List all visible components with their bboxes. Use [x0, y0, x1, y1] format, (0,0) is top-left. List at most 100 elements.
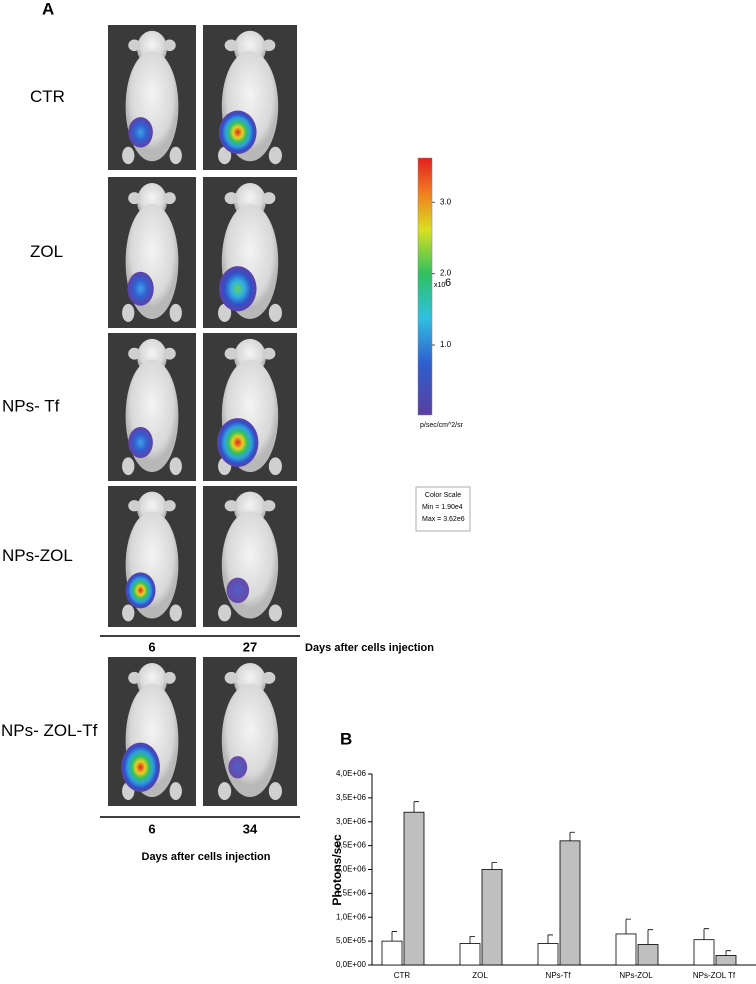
- mouse: [217, 338, 282, 476]
- signal: [228, 756, 248, 779]
- day-label: 6: [148, 821, 155, 836]
- bar: [403, 811, 425, 966]
- mouse-ear: [128, 500, 141, 512]
- error-bar: [569, 831, 575, 841]
- mouse-ear: [128, 671, 141, 684]
- mouse-leg: [268, 604, 282, 622]
- mouse: [122, 30, 182, 165]
- mouse: [218, 662, 282, 801]
- colorbar-multiplier: x10: [434, 282, 445, 289]
- x-tick-label: ZOL: [472, 971, 488, 980]
- day-label: 27: [243, 639, 257, 654]
- colorbar-unit: p/sec/cm^2/sr: [420, 422, 464, 429]
- day-caption: Days after cells injection: [305, 642, 434, 654]
- color-scale-box: [415, 486, 471, 532]
- error-bar: [625, 918, 631, 934]
- mouse-ear: [224, 192, 238, 205]
- error-bar: [413, 801, 419, 813]
- bar: [693, 939, 715, 966]
- x-tick-label: NPs-ZOL Tf: [693, 971, 736, 980]
- colorbar-exponent: 6: [445, 277, 451, 289]
- mouse-ear: [163, 192, 176, 205]
- mouse-leg: [268, 782, 282, 801]
- bar: [615, 933, 637, 966]
- bar: [481, 869, 503, 966]
- mouse-leg: [169, 146, 182, 165]
- mouse-body: [221, 511, 279, 619]
- mouse-ear: [163, 39, 176, 52]
- mouse-ear: [262, 347, 276, 360]
- error-bar: [547, 934, 553, 944]
- mouse-leg: [218, 303, 232, 322]
- mouse-leg: [218, 604, 232, 622]
- panel-label: A: [42, 0, 54, 18]
- colorbar-tick-label: 3.0: [440, 197, 452, 206]
- mouse: [218, 183, 282, 322]
- signal: [217, 418, 259, 467]
- error-bar: [725, 950, 731, 956]
- mouse-leg: [268, 457, 282, 476]
- signal: [226, 577, 250, 604]
- signal: [218, 110, 257, 155]
- mouse-ear: [128, 192, 141, 205]
- mouse: [218, 30, 282, 165]
- mouse-body: [221, 683, 279, 798]
- mouse-ear: [128, 347, 141, 360]
- mouse-leg: [169, 457, 182, 476]
- error-bar: [491, 861, 497, 870]
- row-label: NPs- Tf: [2, 396, 60, 415]
- x-tick-label: NPs-ZOL: [619, 971, 653, 980]
- y-tick-label: 5,0E+05: [336, 936, 367, 945]
- error-bar: [647, 929, 653, 945]
- signal: [128, 426, 153, 459]
- mouse-ear: [262, 671, 276, 684]
- mouse-leg: [169, 782, 182, 801]
- mouse-leg: [218, 146, 232, 165]
- mouse-leg: [268, 303, 282, 322]
- y-tick-label: 1,0E+06: [336, 912, 367, 921]
- x-tick-label: CTR: [394, 971, 411, 980]
- y-axis-label: Photons/sec: [330, 834, 344, 906]
- y-tick-label: 0,0E+00: [336, 960, 367, 969]
- mouse-leg: [169, 303, 182, 322]
- y-tick-label: 2,5E+06: [336, 841, 367, 850]
- bar: [459, 943, 481, 966]
- mouse-leg: [169, 604, 182, 622]
- bar: [715, 955, 737, 966]
- color-scale-text: Max = 3.62e6: [422, 516, 465, 523]
- row-label: NPs- ZOL-Tf: [1, 721, 98, 740]
- x-tick-label: NPs-Tf: [546, 971, 572, 980]
- mouse: [122, 338, 182, 476]
- error-bar: [469, 935, 475, 944]
- mouse-ear: [224, 500, 238, 512]
- mouse: [121, 662, 182, 801]
- color-scale-text: Min = 1.90e4: [422, 504, 463, 511]
- bar: [537, 943, 559, 966]
- mouse-ear: [163, 671, 176, 684]
- row-label: ZOL: [30, 242, 63, 261]
- row-label: CTR: [30, 87, 65, 106]
- mouse-leg: [122, 604, 135, 622]
- mouse-ear: [163, 347, 176, 360]
- mouse-ear: [262, 192, 276, 205]
- mouse: [122, 183, 182, 322]
- y-tick-label: 3,0E+06: [336, 817, 367, 826]
- y-tick-label: 1,5E+06: [336, 888, 367, 897]
- colorbar-tick-label: 2.0: [440, 269, 452, 278]
- row-label: NPs-ZOL: [2, 546, 73, 565]
- mouse-ear: [128, 39, 141, 52]
- y-tick-label: 4,0E+06: [336, 769, 367, 778]
- day-label: 34: [243, 821, 258, 836]
- color-scale-text: Color Scale: [425, 492, 461, 499]
- mouse-ear: [224, 347, 238, 360]
- panel-label: B: [340, 729, 352, 748]
- mouse-leg: [122, 457, 135, 476]
- error-bar: [703, 928, 709, 940]
- mouse-leg: [122, 303, 135, 322]
- signal: [125, 572, 156, 609]
- bar: [381, 940, 403, 966]
- mouse-leg: [218, 782, 232, 801]
- bar: [637, 944, 659, 966]
- mouse: [218, 491, 282, 622]
- mouse-ear: [224, 671, 238, 684]
